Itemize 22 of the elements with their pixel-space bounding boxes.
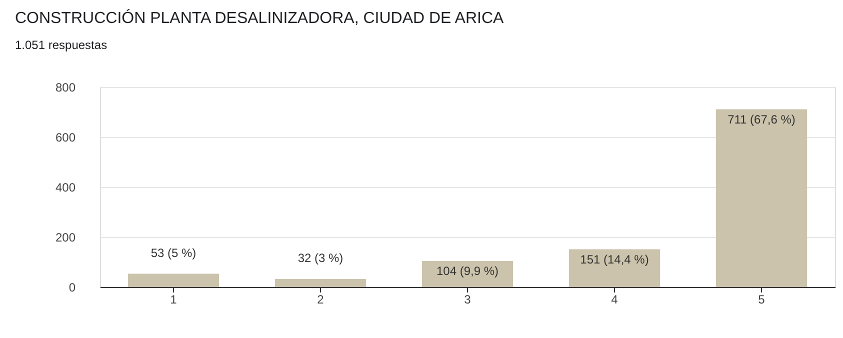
data-label: 711 (67,6 %) — [728, 112, 796, 126]
x-tick-label: 2 — [317, 292, 324, 306]
y-tick-label: 0 — [68, 280, 76, 294]
x-tick-label: 1 — [170, 292, 178, 306]
chart-title: CONSTRUCCIÓN PLANTA DESALINIZADORA, CIUDAD DE ARICA — [15, 9, 504, 27]
bar — [128, 274, 220, 287]
data-label: 32 (3 %) — [298, 251, 344, 265]
y-tick-label: 400 — [55, 180, 76, 194]
y-tick-label: 600 — [55, 130, 76, 144]
x-tick-label: 5 — [758, 292, 766, 306]
x-tick-label: 4 — [611, 292, 618, 306]
y-tick-label: 200 — [55, 230, 76, 244]
data-label: 53 (5 %) — [150, 246, 196, 260]
data-label: 104 (9,9 %) — [436, 264, 499, 278]
y-tick-label: 800 — [55, 80, 76, 94]
data-label: 151 (14,4 %) — [580, 252, 649, 266]
bar — [274, 279, 366, 287]
bar — [422, 261, 514, 287]
x-tick-label: 3 — [464, 292, 472, 306]
chart-subtitle: 1.051 respuestas — [15, 38, 108, 52]
bar — [716, 109, 808, 287]
bar — [568, 249, 660, 287]
